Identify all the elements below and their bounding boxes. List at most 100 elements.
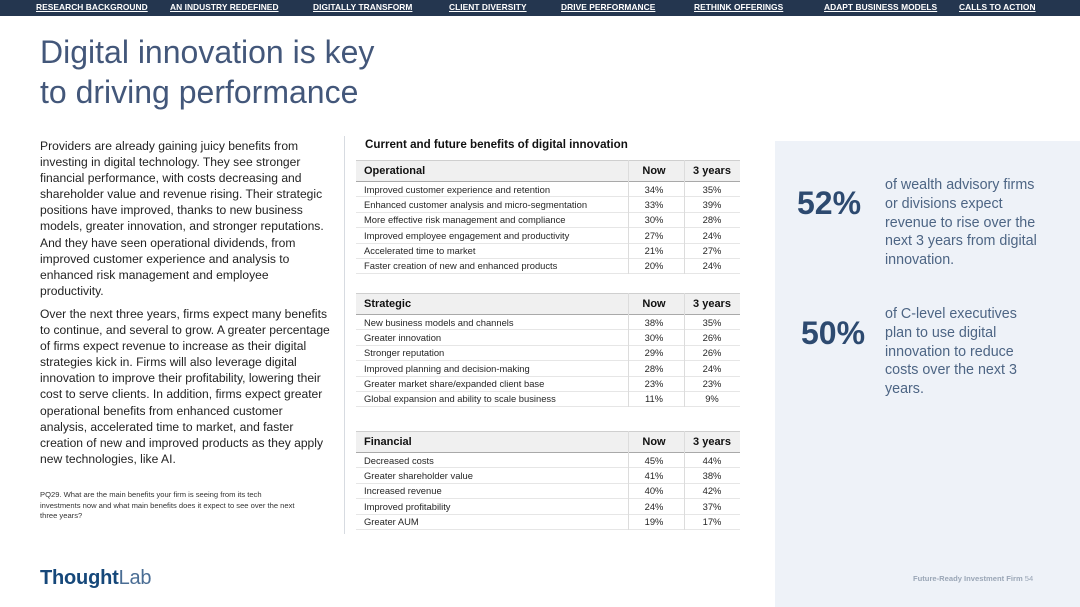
row-now: 38% bbox=[644, 316, 664, 328]
page-title-line1: Digital innovation is key bbox=[40, 34, 375, 70]
row-label: More effective risk management and compl… bbox=[364, 214, 566, 226]
row-3-years: 23% bbox=[702, 378, 722, 390]
column-divider bbox=[344, 136, 345, 534]
column-separator bbox=[628, 293, 629, 408]
row-3-years: 26% bbox=[702, 347, 722, 359]
body-paragraph-2: Over the next three years, firms expect … bbox=[40, 307, 330, 466]
nav-digitally-transform[interactable]: DIGITALLY TRANSFORM bbox=[313, 2, 413, 12]
nav-client-diversity[interactable]: CLIENT DIVERSITY bbox=[449, 2, 527, 12]
row-now: 33% bbox=[644, 198, 664, 210]
row-3-years: 24% bbox=[702, 362, 722, 374]
row-3-years: 35% bbox=[702, 183, 722, 195]
stat-value-costs: 50% bbox=[801, 315, 866, 351]
table-row: Stronger reputation 29% 26% bbox=[356, 346, 740, 362]
col-header-3-years: 3 years bbox=[693, 298, 731, 310]
col-header-now: Now bbox=[642, 298, 666, 310]
row-now: 45% bbox=[644, 454, 664, 466]
row-now: 40% bbox=[644, 485, 664, 497]
top-nav: RESEARCH BACKGROUND AN INDUSTRY REDEFINE… bbox=[0, 0, 1080, 16]
section-title: Strategic bbox=[364, 298, 412, 310]
row-label: New business models and channels bbox=[364, 316, 514, 328]
row-3-years: 26% bbox=[702, 331, 722, 343]
row-label: Stronger reputation bbox=[364, 347, 445, 359]
row-3-years: 17% bbox=[702, 516, 722, 528]
row-3-years: 24% bbox=[702, 260, 722, 272]
row-3-years: 37% bbox=[702, 500, 722, 512]
table-row: New business models and channels 38% 35% bbox=[356, 315, 740, 331]
row-label: Enhanced customer analysis and micro-seg… bbox=[364, 198, 588, 210]
table-strategic: Strategic Now 3 years New business model… bbox=[356, 293, 740, 408]
footer-report-name: Future-Ready Investment Firm bbox=[913, 574, 1023, 583]
row-3-years: 42% bbox=[702, 485, 722, 497]
table-row: Improved employee engagement and product… bbox=[356, 228, 740, 244]
table-row: Improved customer experience and retenti… bbox=[356, 182, 740, 198]
table-row: Greater innovation 30% 26% bbox=[356, 330, 740, 346]
section-title: Financial bbox=[364, 436, 412, 448]
row-label: Greater innovation bbox=[364, 331, 442, 343]
column-separator bbox=[684, 431, 685, 530]
table-operational: Operational Now 3 years Improved custome… bbox=[356, 160, 740, 275]
table-row: Enhanced customer analysis and micro-seg… bbox=[356, 197, 740, 213]
row-now: 41% bbox=[644, 469, 664, 481]
nav-rethink-offerings[interactable]: RETHINK OFFERINGS bbox=[694, 2, 784, 12]
table-header: Operational Now 3 years bbox=[356, 160, 740, 182]
table-financial: Financial Now 3 years Decreased costs 45%… bbox=[356, 431, 740, 530]
table-row: Greater market share/expanded client bas… bbox=[356, 377, 740, 392]
logo-lab: Lab bbox=[118, 567, 152, 589]
row-3-years: 38% bbox=[702, 469, 722, 481]
row-3-years: 27% bbox=[702, 245, 722, 257]
row-now: 30% bbox=[644, 214, 664, 226]
col-header-now: Now bbox=[642, 436, 666, 448]
nav-an-industry-redefined[interactable]: AN INDUSTRY REDEFINED bbox=[170, 2, 279, 12]
row-now: 28% bbox=[644, 362, 664, 374]
table-row: Greater AUM 19% 17% bbox=[356, 515, 740, 530]
col-header-now: Now bbox=[642, 165, 666, 177]
row-now: 24% bbox=[644, 500, 664, 512]
stat-text-revenue: of wealth advisory firms or divisions ex… bbox=[885, 177, 1037, 269]
row-label: Improved profitability bbox=[364, 500, 451, 512]
table-row: Improved planning and decision-making 28%… bbox=[356, 361, 740, 377]
column-separator bbox=[684, 160, 685, 275]
col-header-3-years: 3 years bbox=[693, 436, 731, 448]
table-row: Accelerated time to market 21% 27% bbox=[356, 244, 740, 259]
nav-drive-performance[interactable]: DRIVE PERFORMANCE bbox=[561, 2, 656, 12]
page-number: 54 bbox=[1024, 574, 1034, 583]
stats-panel bbox=[775, 141, 1080, 607]
table-row: More effective risk management and compl… bbox=[356, 213, 740, 229]
row-label: Improved customer experience and retenti… bbox=[364, 183, 551, 195]
row-3-years: 35% bbox=[702, 316, 722, 328]
row-label: Global expansion and ability to scale bu… bbox=[364, 393, 556, 405]
table-header: Strategic Now 3 years bbox=[356, 293, 740, 315]
footer: Future-Ready Investment Firm 54 bbox=[913, 574, 1033, 583]
row-label: Faster creation of new and enhanced prod… bbox=[364, 260, 558, 272]
row-label: Improved planning and decision-making bbox=[364, 362, 530, 374]
column-separator bbox=[628, 431, 629, 530]
table-row: Greater shareholder value 41% 38% bbox=[356, 468, 740, 484]
table-row: Improved profitability 24% 37% bbox=[356, 499, 740, 515]
nav-adapt-business-models[interactable]: ADAPT BUSINESS MODELS bbox=[824, 2, 938, 12]
row-label: Greater AUM bbox=[364, 516, 419, 528]
row-3-years: 39% bbox=[702, 198, 722, 210]
row-3-years: 24% bbox=[702, 229, 722, 241]
thoughtlab-logo: ThoughtLab bbox=[40, 567, 152, 590]
table-row: Faster creation of new and enhanced prod… bbox=[356, 259, 740, 275]
row-now: 23% bbox=[644, 378, 664, 390]
column-separator bbox=[684, 293, 685, 408]
row-now: 21% bbox=[644, 245, 664, 257]
row-now: 34% bbox=[644, 183, 664, 195]
nav-calls-to-action[interactable]: CALLS TO ACTION bbox=[959, 2, 1036, 12]
row-now: 29% bbox=[644, 347, 664, 359]
logo-thought: Thought bbox=[40, 567, 119, 589]
row-now: 19% bbox=[644, 516, 664, 528]
body-paragraph-1: Providers are already gaining juicy bene… bbox=[40, 139, 324, 298]
stat-text-costs: of C-level executives plan to use digita… bbox=[885, 306, 1017, 398]
row-now: 27% bbox=[644, 229, 664, 241]
table-row: Increased revenue 40% 42% bbox=[356, 484, 740, 500]
table-row: Global expansion and ability to scale bu… bbox=[356, 392, 740, 408]
nav-research-background[interactable]: RESEARCH BACKGROUND bbox=[36, 2, 148, 12]
table-title: Current and future benefits of digital i… bbox=[365, 138, 628, 151]
column-separator bbox=[628, 160, 629, 275]
page-title: Digital innovation is key to driving per… bbox=[40, 32, 460, 112]
section-title: Operational bbox=[364, 165, 426, 177]
row-now: 20% bbox=[644, 260, 664, 272]
